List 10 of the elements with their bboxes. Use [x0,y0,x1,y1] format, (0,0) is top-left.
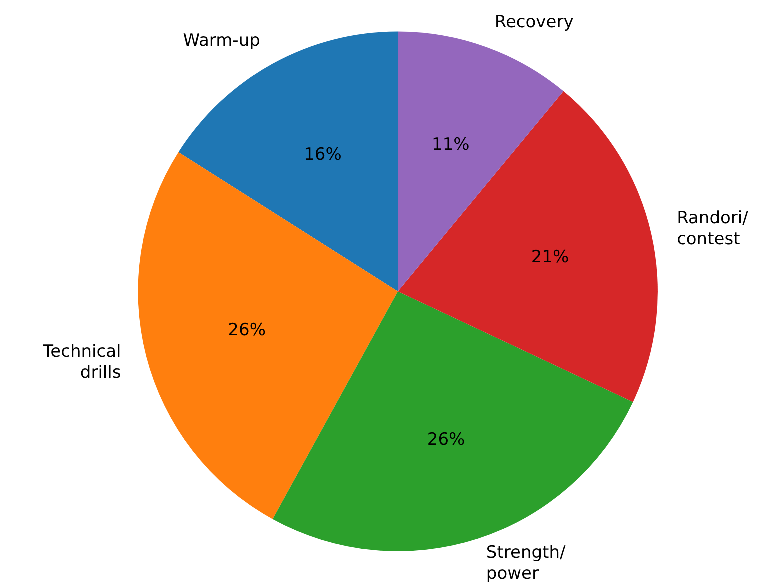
data-label: 16% [304,144,342,165]
data-label: 26% [228,320,266,340]
slice-label: Technical drills [42,342,122,384]
slice-label: Recovery [494,12,574,33]
data-label: 21% [531,248,570,268]
data-label: 11% [432,134,470,155]
slice-label: Warm-up [183,31,260,52]
data-label: 26% [427,430,466,450]
slice-label: Strength/ power [486,542,566,584]
slice-label: Randori/ contest [677,208,749,250]
